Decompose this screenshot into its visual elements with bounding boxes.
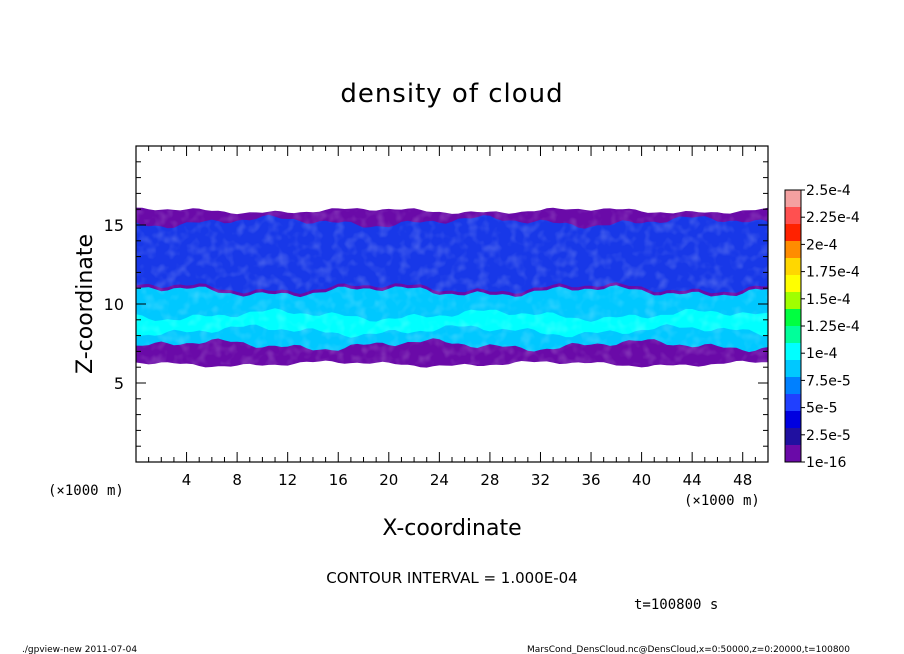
x-tick-label: 36 <box>581 471 600 489</box>
y-unit-label: (×1000 m) <box>48 483 124 499</box>
colorbar-label: 1e-4 <box>806 346 838 362</box>
x-tick-label: 28 <box>480 471 499 489</box>
time-label: t=100800 s <box>634 597 718 613</box>
colorbar-swatch <box>785 292 801 310</box>
x-tick-label: 12 <box>278 471 297 489</box>
x-tick-label: 32 <box>531 471 550 489</box>
x-axis-ticks: 4 8 12 16 20 24 28 32 36 40 44 48 <box>135 146 769 489</box>
colorbar-swatch <box>785 275 801 293</box>
colorbar-label: 2e-4 <box>806 237 838 253</box>
colorbar-swatch <box>785 326 801 344</box>
colorbar-swatch <box>785 445 801 463</box>
contour-interval-label: CONTOUR INTERVAL = 1.000E-04 <box>326 569 577 587</box>
colorbar-label: 2.5e-4 <box>806 183 851 199</box>
footer-left: ./gpview-new 2011-07-04 <box>22 645 137 654</box>
x-unit-label: (×1000 m) <box>684 493 760 509</box>
colorbar-label: 5e-5 <box>806 401 837 417</box>
colorbar-swatch <box>785 190 801 208</box>
colorbar-label: 1.5e-4 <box>806 292 851 308</box>
y-tick-label: 10 <box>104 295 124 314</box>
colorbar-swatch <box>785 428 801 446</box>
x-tick-label: 24 <box>430 471 449 489</box>
colorbar-label: 1.75e-4 <box>806 265 860 281</box>
footer-right: MarsCond_DensCloud.nc@DensCloud,x=0:5000… <box>527 645 850 654</box>
x-tick-label: 48 <box>733 471 752 489</box>
colorbar-swatch <box>785 394 801 412</box>
colorbar-swatch <box>785 258 801 276</box>
colorbar-swatch <box>785 411 801 429</box>
x-axis-label: X-coordinate <box>382 516 521 541</box>
colorbar-label: 2.25e-4 <box>806 210 860 226</box>
colorbar: 2.5e-4 2.25e-4 2e-4 1.75e-4 1.5e-4 1.25e-4 1e-… <box>784 183 860 471</box>
y-axis-label: Z-coordinate <box>73 234 98 374</box>
x-tick-label: 40 <box>632 471 651 489</box>
cloud-texture <box>136 210 768 365</box>
y-tick-label: 15 <box>104 216 124 235</box>
colorbar-swatch <box>785 377 801 395</box>
colorbar-swatch <box>785 224 801 242</box>
colorbar-label: 2.5e-5 <box>806 428 851 444</box>
colorbar-swatch <box>785 241 801 259</box>
colorbar-label: 1e-16 <box>806 455 846 471</box>
x-tick-label: 44 <box>683 471 702 489</box>
colorbar-label: 7.5e-5 <box>806 373 851 389</box>
x-tick-label: 16 <box>329 471 348 489</box>
y-axis-ticks: 5 10 15 <box>104 145 768 463</box>
colorbar-label: 1.25e-4 <box>806 319 860 335</box>
colorbar-swatch <box>785 309 801 327</box>
x-tick-label: 8 <box>232 471 242 489</box>
x-tick-label: 4 <box>182 471 192 489</box>
chart-title: density of cloud <box>340 79 563 109</box>
colorbar-swatch <box>785 343 801 361</box>
y-tick-label: 5 <box>114 374 124 393</box>
density-field <box>136 207 768 368</box>
x-tick-label: 20 <box>379 471 398 489</box>
colorbar-swatch <box>785 360 801 378</box>
colorbar-swatch <box>785 207 801 225</box>
